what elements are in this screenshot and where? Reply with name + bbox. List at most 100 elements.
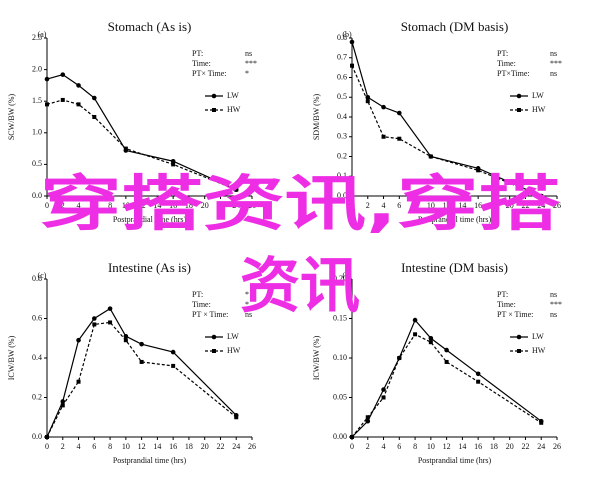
point [397,110,402,116]
stat-label: PT: [497,49,508,58]
x-axis-label: Postprandial time (hrs) [113,215,187,224]
point [444,359,449,364]
point [45,435,49,439]
point [107,306,113,311]
watermark: 穿搭资讯,穿搭 [40,170,560,240]
legend-marker [516,334,522,340]
point [170,158,176,164]
x-tick-label: 8 [413,442,417,451]
x-tick-label: 6 [397,442,401,451]
y-tick-label: 0.3 [337,132,347,141]
point [139,359,144,364]
panel-label: (b) [342,30,352,39]
x-tick-label: 24 [232,442,240,451]
y-tick-label: 1.0 [32,128,42,137]
point [123,146,128,151]
x-tick-label: 18 [185,201,193,210]
y-axis-label: ICW/BW (%) [312,335,321,380]
chart-title: Stomach (DM basis) [401,19,509,34]
x-tick-label: 18 [490,442,498,451]
x-axis-label: Postprandial time (hrs) [418,215,492,224]
y-tick-label: 0.5 [32,159,42,168]
legend-label: HW [227,346,241,355]
y-tick-label: 0.5 [337,92,347,101]
y-tick-label: 0.00 [333,432,347,441]
stat-value: * [245,300,249,309]
x-tick-label: 6 [92,201,96,210]
x-tick-label: 16 [474,201,482,210]
x-tick-label: 22 [216,201,224,210]
legend-label: LW [227,332,239,341]
x-tick-label: 24 [537,442,545,451]
legend-marker [212,349,216,353]
stat-value: *** [245,59,257,68]
point [428,335,434,341]
stat-value: * [245,69,249,78]
x-tick-label: 10 [122,442,130,451]
y-tick-label: 0.6 [337,72,347,81]
legend-label: HW [532,346,546,355]
stat-label: PT × Time: [497,310,533,319]
x-tick-label: 24 [232,201,240,210]
y-tick-label: 0.20 [333,274,347,283]
legend-label: LW [532,91,544,100]
point [365,415,370,420]
point [92,316,97,321]
chart-title: Stomach (As is) [108,19,192,34]
x-tick-label: 10 [427,201,435,210]
legend-marker [517,349,521,353]
stat-label: PT×Time: [497,69,530,78]
point [139,341,144,347]
point [45,102,49,107]
y-tick-label: 0.7 [337,53,347,62]
y-axis-label: SCW/BW (%) [7,94,16,141]
stat-label: Time: [192,300,211,309]
x-tick-label: 26 [248,201,256,210]
x-tick-label: 24 [537,201,545,210]
y-tick-label: 0.1 [337,171,347,180]
stat-label: PT× Time: [192,69,227,78]
y-tick-label: 0.6 [32,313,42,322]
y-axis-label: ICW/BW (%) [7,335,16,380]
y-tick-label: 2.0 [32,64,42,73]
x-tick-label: 18 [185,442,193,451]
y-tick-label: 0.4 [337,112,347,121]
x-tick-label: 4 [77,442,81,451]
point [92,115,97,119]
y-tick-label: 0.0 [32,432,42,441]
point [397,356,402,360]
stat-value: ns [550,310,557,319]
legend-marker [211,93,217,99]
x-tick-label: 20 [201,201,209,210]
x-tick-label: 16 [169,201,177,210]
x-tick-label: 2 [366,442,370,451]
point [381,395,386,400]
point [539,194,544,198]
y-tick-label: 0.8 [337,33,347,42]
point [76,83,81,88]
stat-label: Time: [192,59,211,68]
point [349,39,355,45]
legend-label: LW [227,91,239,100]
x-tick-label: 6 [92,442,96,451]
x-tick-label: 14 [153,201,161,210]
x-tick-label: 22 [216,442,224,451]
panel-label: (c) [38,271,47,280]
point [428,154,433,159]
point [413,332,418,337]
x-tick-label: 0 [350,201,354,210]
y-tick-label: 0.4 [32,353,42,362]
legend-label: LW [532,332,544,341]
stat-label: PT × Time: [192,310,228,319]
y-tick-label: 2.5 [32,33,42,42]
x-tick-label: 2 [366,201,370,210]
legend-marker [211,334,217,340]
x-tick-label: 4 [77,201,81,210]
x-tick-label: 26 [553,442,561,451]
y-tick-label: 0.0 [32,191,42,200]
x-tick-label: 22 [521,201,529,210]
point [475,371,481,377]
x-tick-label: 26 [553,201,561,210]
point [76,102,81,107]
chart-title: Intestine (DM basis) [401,260,508,275]
